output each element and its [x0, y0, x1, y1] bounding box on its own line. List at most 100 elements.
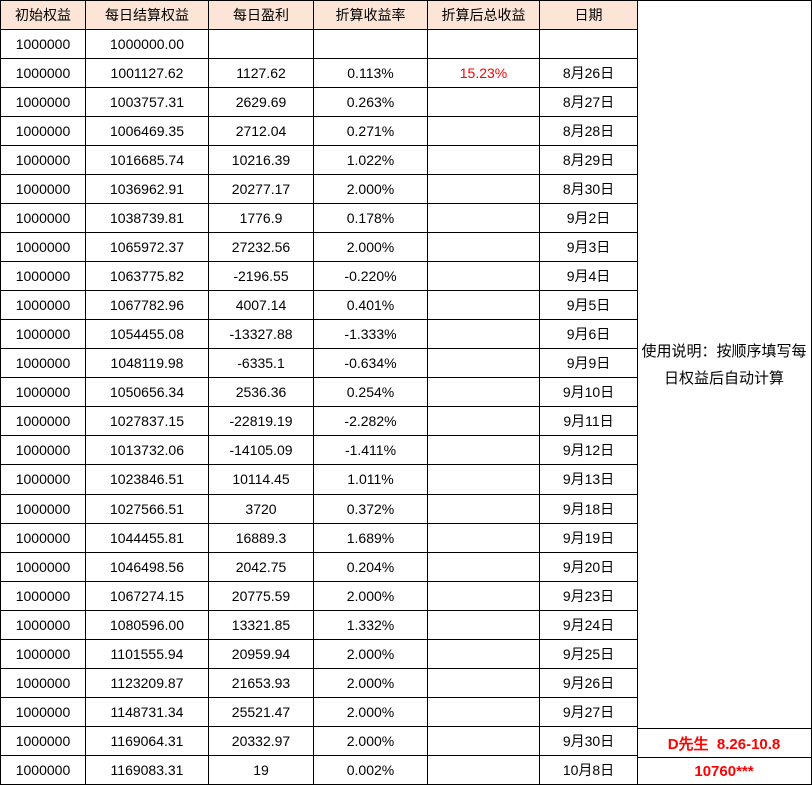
column-header-daily-profit[interactable]: 每日盈利 [208, 0, 314, 30]
cell-daily-profit[interactable]: -22819.19 [208, 406, 314, 437]
cell-date[interactable]: 8月28日 [539, 116, 638, 147]
cell-daily-profit[interactable]: 21653.93 [208, 667, 314, 698]
cell-date[interactable]: 9月10日 [539, 377, 638, 408]
cell-initial-equity[interactable]: 1000000 [0, 87, 86, 118]
cell-total-return[interactable] [427, 87, 540, 118]
cell-initial-equity[interactable]: 1000000 [0, 522, 86, 553]
cell-daily-profit[interactable]: 4007.14 [208, 290, 314, 321]
cell-settled-equity[interactable]: 1036962.91 [85, 174, 209, 205]
cell-settled-equity[interactable]: 1027566.51 [85, 493, 209, 524]
cell-date[interactable]: 8月26日 [539, 58, 638, 89]
cell-total-return[interactable] [427, 725, 540, 756]
cell-total-return[interactable] [427, 609, 540, 640]
cell-initial-equity[interactable]: 1000000 [0, 609, 86, 640]
cell-date[interactable]: 9月23日 [539, 580, 638, 611]
cell-initial-equity[interactable]: 1000000 [0, 435, 86, 466]
cell-daily-profit[interactable]: 10216.39 [208, 145, 314, 176]
cell-daily-profit[interactable]: 2042.75 [208, 551, 314, 582]
cell-settled-equity[interactable]: 1080596.00 [85, 609, 209, 640]
cell-date[interactable]: 9月9日 [539, 348, 638, 379]
cell-daily-profit[interactable]: 20332.97 [208, 725, 314, 756]
cell-settled-equity[interactable]: 1065972.37 [85, 232, 209, 263]
cell-total-return[interactable] [427, 348, 540, 379]
cell-initial-equity[interactable]: 1000000 [0, 696, 86, 727]
cell-total-return[interactable] [427, 174, 540, 205]
cell-initial-equity[interactable]: 1000000 [0, 464, 86, 495]
cell-return-rate[interactable]: 0.113% [313, 58, 428, 89]
cell-date[interactable]: 8月27日 [539, 87, 638, 118]
column-header-total-return[interactable]: 折算后总收益 [427, 0, 540, 30]
cell-settled-equity[interactable]: 1003757.31 [85, 87, 209, 118]
cell-total-return[interactable] [427, 435, 540, 466]
cell-total-return[interactable] [427, 522, 540, 553]
cell-return-rate[interactable]: -1.411% [313, 435, 428, 466]
column-header-date[interactable]: 日期 [539, 0, 638, 30]
cell-initial-equity[interactable]: 1000000 [0, 58, 86, 89]
cell-initial-equity[interactable]: 1000000 [0, 754, 86, 785]
cell-date[interactable]: 9月30日 [539, 725, 638, 756]
cell-return-rate[interactable] [313, 28, 428, 60]
cell-settled-equity[interactable]: 1048119.98 [85, 348, 209, 379]
cell-date[interactable]: 8月29日 [539, 145, 638, 176]
cell-daily-profit[interactable]: 27232.56 [208, 232, 314, 263]
cell-total-return[interactable] [427, 464, 540, 495]
cell-settled-equity[interactable]: 1000000.00 [85, 28, 209, 60]
cell-settled-equity[interactable]: 1023846.51 [85, 464, 209, 495]
cell-total-return[interactable] [427, 493, 540, 524]
cell-return-rate[interactable]: 2.000% [313, 174, 428, 205]
cell-return-rate[interactable]: 2.000% [313, 638, 428, 669]
cell-initial-equity[interactable]: 1000000 [0, 725, 86, 756]
cell-initial-equity[interactable]: 1000000 [0, 203, 86, 234]
cell-settled-equity[interactable]: 1001127.62 [85, 58, 209, 89]
cell-initial-equity[interactable]: 1000000 [0, 551, 86, 582]
cell-date[interactable] [539, 28, 638, 60]
cell-settled-equity[interactable]: 1016685.74 [85, 145, 209, 176]
cell-return-rate[interactable]: 0.372% [313, 493, 428, 524]
cell-total-return[interactable] [427, 290, 540, 321]
cell-return-rate[interactable]: 0.263% [313, 87, 428, 118]
cell-daily-profit[interactable]: 25521.47 [208, 696, 314, 727]
cell-total-return[interactable] [427, 203, 540, 234]
cell-return-rate[interactable]: 1.011% [313, 464, 428, 495]
cell-daily-profit[interactable] [208, 28, 314, 60]
cell-daily-profit[interactable]: 2536.36 [208, 377, 314, 408]
cell-initial-equity[interactable]: 1000000 [0, 377, 86, 408]
cell-return-rate[interactable]: 0.178% [313, 203, 428, 234]
column-header-return-rate[interactable]: 折算收益率 [313, 0, 428, 30]
cell-return-rate[interactable]: -0.220% [313, 261, 428, 292]
cell-initial-equity[interactable]: 1000000 [0, 28, 86, 60]
cell-return-rate[interactable]: 2.000% [313, 725, 428, 756]
cell-daily-profit[interactable]: 13321.85 [208, 609, 314, 640]
cell-return-rate[interactable]: 0.254% [313, 377, 428, 408]
cell-date[interactable]: 9月24日 [539, 609, 638, 640]
cell-daily-profit[interactable]: 20959.94 [208, 638, 314, 669]
cell-date[interactable]: 9月11日 [539, 406, 638, 437]
cell-total-return[interactable] [427, 319, 540, 350]
cell-settled-equity[interactable]: 1169083.31 [85, 754, 209, 785]
cell-initial-equity[interactable]: 1000000 [0, 261, 86, 292]
cell-return-rate[interactable]: -0.634% [313, 348, 428, 379]
cell-return-rate[interactable]: -1.333% [313, 319, 428, 350]
cell-initial-equity[interactable]: 1000000 [0, 145, 86, 176]
cell-return-rate[interactable]: 0.271% [313, 116, 428, 147]
cell-settled-equity[interactable]: 1054455.08 [85, 319, 209, 350]
cell-daily-profit[interactable]: 2712.04 [208, 116, 314, 147]
cell-settled-equity[interactable]: 1148731.34 [85, 696, 209, 727]
cell-settled-equity[interactable]: 1067274.15 [85, 580, 209, 611]
cell-total-return[interactable] [427, 580, 540, 611]
cell-total-return[interactable] [427, 754, 540, 785]
cell-return-rate[interactable]: 0.204% [313, 551, 428, 582]
cell-total-return[interactable]: 15.23% [427, 58, 540, 89]
cell-daily-profit[interactable]: -13327.88 [208, 319, 314, 350]
cell-settled-equity[interactable]: 1101555.94 [85, 638, 209, 669]
cell-settled-equity[interactable]: 1006469.35 [85, 116, 209, 147]
column-header-settled-equity[interactable]: 每日结算权益 [85, 0, 209, 30]
cell-initial-equity[interactable]: 1000000 [0, 319, 86, 350]
cell-total-return[interactable] [427, 406, 540, 437]
cell-date[interactable]: 9月27日 [539, 696, 638, 727]
cell-initial-equity[interactable]: 1000000 [0, 348, 86, 379]
cell-daily-profit[interactable]: 20775.59 [208, 580, 314, 611]
cell-initial-equity[interactable]: 1000000 [0, 638, 86, 669]
cell-total-return[interactable] [427, 696, 540, 727]
cell-daily-profit[interactable]: 1127.62 [208, 58, 314, 89]
